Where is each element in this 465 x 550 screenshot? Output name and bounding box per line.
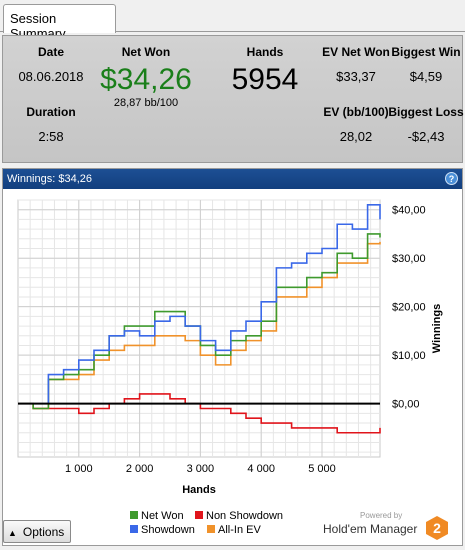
winnings-panel-title: Winnings: $34,26 (7, 173, 92, 185)
biggest-win-label: Biggest Win (391, 45, 461, 59)
hm-logo-icon: 2 (426, 516, 448, 540)
legend-non-showdown: Non Showdown (195, 510, 283, 522)
x-tick-label: 3 000 (187, 463, 215, 475)
ev-bb-label: EV (bb/100) (323, 105, 389, 119)
all-in-ev-swatch (207, 525, 215, 533)
chart-grid (17, 199, 381, 458)
x-tick-label: 5 000 (308, 463, 336, 475)
y-tick-label: $20,00 (392, 302, 426, 314)
help-icon[interactable]: ? (445, 172, 458, 185)
powered-by-text: Powered by (360, 511, 403, 520)
winnings-panel-header: Winnings: $34,26 ? (3, 169, 462, 189)
legend-net-won: Net Won (130, 510, 184, 522)
y-tick-label: $30,00 (392, 253, 426, 265)
hands-value: 5954 (231, 63, 299, 96)
x-axis-label: Hands (182, 484, 216, 496)
hands-label: Hands (246, 45, 284, 59)
options-label: Options (22, 525, 65, 539)
ev-bb-stat: EV (bb/100) 28,02 (321, 105, 391, 144)
series-line-showdown (18, 204, 381, 405)
net-won-label: Net Won (121, 45, 171, 59)
date-stat: Date 08.06.2018 (11, 45, 91, 84)
legend-showdown: Showdown (130, 524, 195, 536)
ev-bb-value: 28,02 (339, 129, 373, 144)
biggest-loss-label: Biggest Loss (388, 105, 464, 119)
x-tick-label: 1 000 (65, 463, 93, 475)
net-won-value: $34,26 (100, 63, 192, 96)
session-summary-panel: Date 08.06.2018 Duration 2:58 Net Won $3… (2, 35, 464, 163)
x-tick-label: 4 000 (247, 463, 275, 475)
x-tick-label: 2 000 (126, 463, 154, 475)
date-value: 08.06.2018 (18, 69, 84, 84)
date-label: Date (37, 45, 64, 59)
legend-non-showdown-label: Non Showdown (206, 510, 284, 522)
biggest-win-value: $4,59 (409, 69, 443, 84)
net-won-stat: Net Won $34,26 28,87 bb/100 (91, 45, 201, 109)
series-line-net-won (18, 233, 381, 410)
duration-stat: Duration 2:58 (11, 105, 91, 144)
options-button[interactable]: ▲ Options (3, 520, 71, 543)
chart-axes: 1 000 2 000 3 000 4 000 5 000 $0,00 $10,00 $20,… (65, 205, 443, 496)
chart-series (18, 204, 381, 434)
y-tick-label: $10,00 (392, 350, 426, 362)
legend-showdown-label: Showdown (141, 524, 195, 536)
hands-stat: Hands 5954 (215, 45, 315, 97)
biggest-loss-stat: Biggest Loss -$2,43 (388, 105, 464, 144)
ev-net-won-label: EV Net Won (322, 45, 390, 59)
biggest-loss-value: -$2,43 (407, 129, 445, 144)
y-tick-label: $40,00 (392, 205, 426, 217)
net-won-swatch (130, 511, 138, 519)
biggest-win-stat: Biggest Win $4,59 (388, 45, 464, 84)
legend-all-in-ev-label: All-In EV (218, 524, 261, 536)
duration-label: Duration (26, 105, 76, 119)
ev-net-won-stat: EV Net Won $33,37 (321, 45, 391, 84)
showdown-swatch (130, 525, 138, 533)
legend-all-in-ev: All-In EV (207, 524, 261, 536)
y-axis-label: Winnings (431, 304, 443, 353)
legend-net-won-label: Net Won (141, 510, 184, 522)
y-tick-label: $0,00 (392, 399, 420, 411)
up-triangle-icon: ▲ (8, 528, 17, 538)
ev-net-won-value: $33,37 (336, 69, 376, 84)
series-line-all-in-ev (18, 241, 381, 410)
non-showdown-swatch (195, 511, 203, 519)
net-won-bb-value: 28,87 bb/100 (113, 97, 179, 109)
brand-name: Hold'em Manager (323, 522, 418, 536)
duration-value: 2:58 (38, 129, 64, 144)
